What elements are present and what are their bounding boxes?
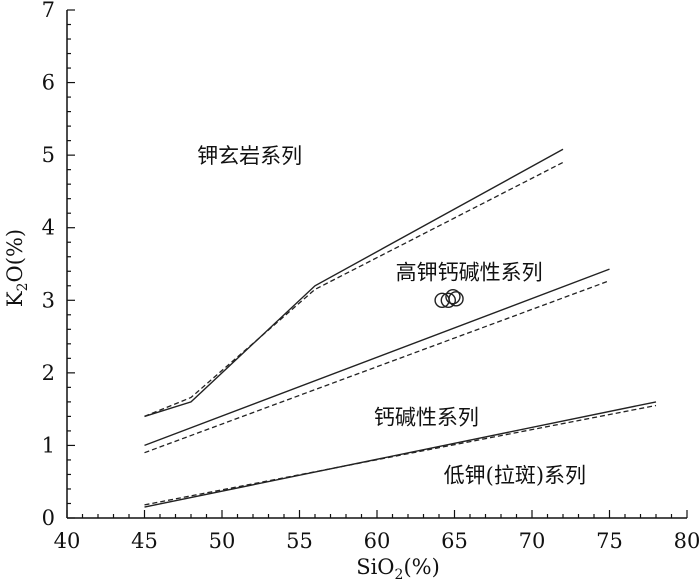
x-axis-title: SiO2(%): [356, 555, 440, 583]
x-tick-label: 75: [596, 529, 623, 553]
boundary-line-dashed: [144, 161, 564, 418]
region-label: 钙碱性系列: [374, 405, 479, 429]
y-tick-label: 0: [42, 506, 55, 530]
boundary-line-solid: [144, 268, 610, 447]
boundary-line-dashed: [144, 404, 657, 506]
x-tick-label: 50: [209, 529, 236, 553]
sample-points: [434, 288, 464, 308]
x-tick-label: 80: [674, 529, 700, 553]
y-tick-label: 4: [42, 216, 55, 240]
x-tick-label: 45: [131, 529, 158, 553]
y-tick-label: 3: [42, 288, 55, 312]
y-tick-label: 2: [42, 361, 55, 385]
region-label: 低钾(拉斑)系列: [444, 463, 586, 487]
region-label: 高钾钙碱性系列: [396, 260, 543, 284]
sample-point: [440, 292, 456, 308]
x-tick-label: 55: [286, 529, 313, 553]
y-axis-title: K2O(%): [3, 229, 31, 307]
sample-point: [445, 288, 461, 305]
y-tick-label: 1: [42, 433, 55, 457]
y-tick-label: 7: [42, 0, 55, 22]
y-tick-label: 6: [42, 71, 55, 95]
x-tick-label: 65: [441, 529, 468, 553]
x-tick-label: 40: [54, 529, 81, 553]
boundary-line-dashed: [144, 280, 610, 454]
boundary-line-solid: [144, 401, 657, 508]
y-tick-label: 5: [42, 143, 55, 167]
boundary-lines: [144, 148, 657, 508]
x-tick-label: 60: [364, 529, 391, 553]
sample-point: [448, 291, 464, 307]
x-tick-label: 70: [519, 529, 546, 553]
region-label: 钾玄岩系列: [197, 144, 302, 168]
